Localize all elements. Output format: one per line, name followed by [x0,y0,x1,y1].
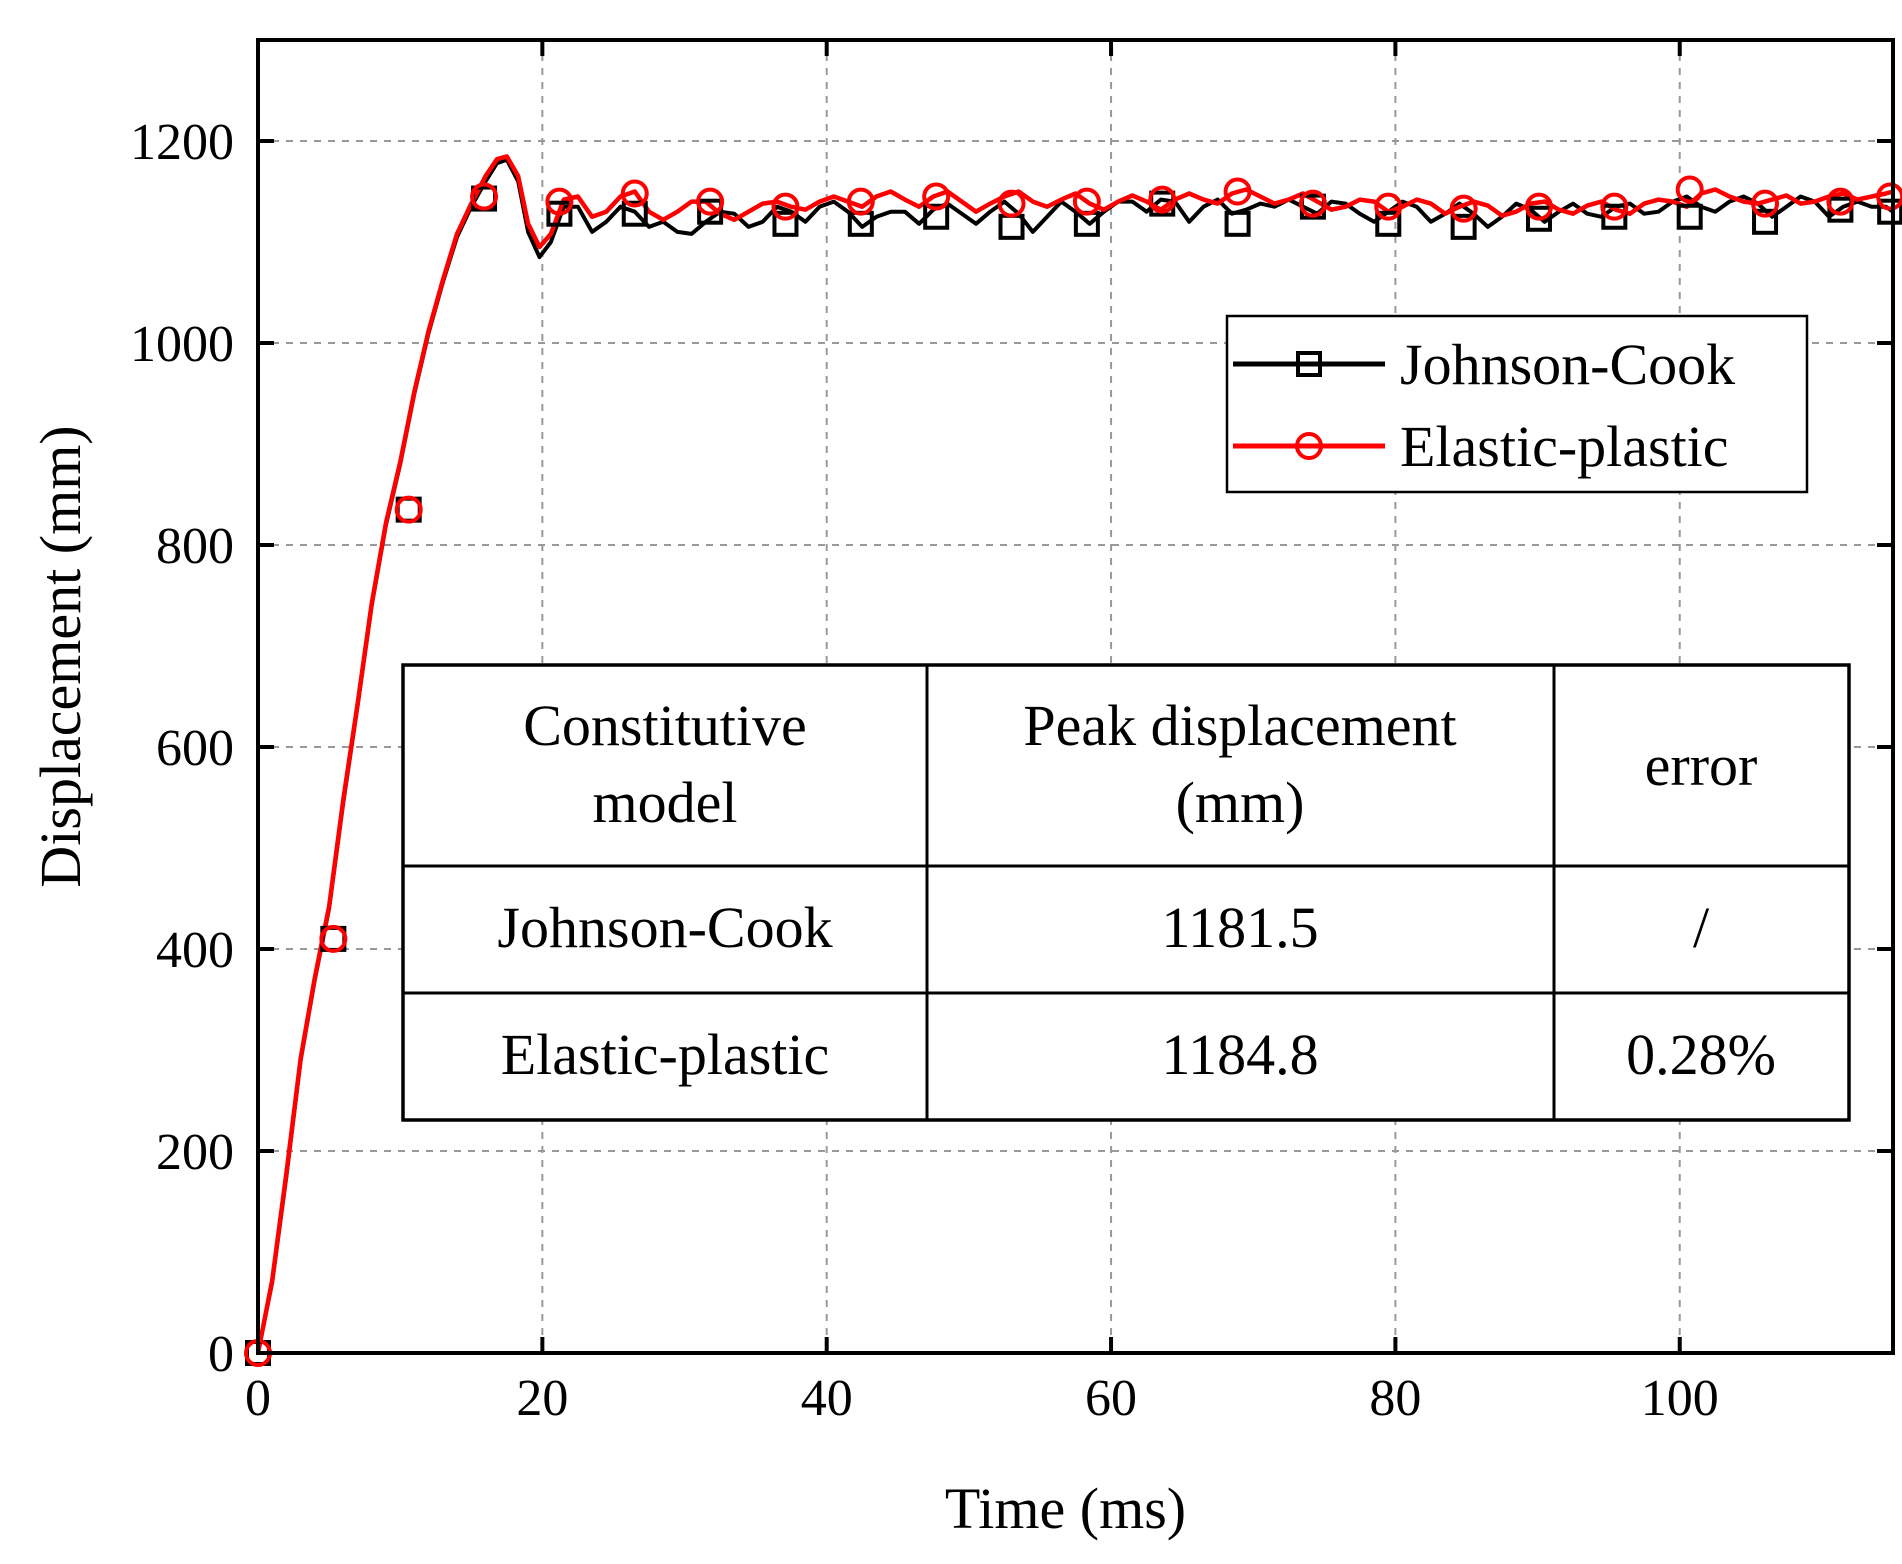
marker-square [923,203,950,230]
marker-circle [1675,175,1704,204]
table-header-peak-line2: (mm) [1176,770,1305,835]
y-tick-label: 600 [156,720,234,777]
marker-square [1375,210,1402,237]
marker-square [1676,203,1703,230]
table-cell-error-ep: 0.28% [1626,1022,1776,1087]
marker-circle [1223,177,1252,206]
table-header-model-line2: model [593,770,738,835]
marker-square [1224,210,1251,237]
marker-circle [1876,182,1902,211]
x-tick-label: 40 [801,1370,853,1427]
marker-square [546,200,573,227]
marker-square [621,200,648,227]
marker-circle [545,187,574,216]
marker-circle [1600,192,1629,221]
marker-circle [1374,192,1403,221]
table-cell-model-ep: Elastic-plastic [501,1022,830,1087]
legend-marker-circle [1295,432,1323,460]
table-cell-model-jc: Johnson-Cook [497,895,832,960]
marker-circle [771,192,800,221]
x-tick-label: 80 [1369,1370,1421,1427]
x-tick-label: 60 [1085,1370,1137,1427]
marker-circle [394,495,423,524]
plot-frame [256,38,1895,1355]
marker-square [1877,198,1902,225]
marker-circle [922,182,951,211]
marker-circle [997,189,1026,218]
series-line-elastic-plastic [255,154,1894,1354]
legend-label-elastic-plastic: Elastic-plastic [1400,414,1729,479]
marker-circle [1298,189,1327,218]
marker-circle [1826,187,1855,216]
marker-circle [470,182,499,211]
legend-marker-square [1296,351,1322,377]
marker-circle [696,187,725,216]
marker-square [1752,208,1779,235]
y-tick-label: 800 [156,518,234,575]
grid-lines [258,40,1893,1353]
y-tick-label: 0 [208,1326,234,1383]
y-tick-label: 200 [156,1124,234,1181]
legend: Johnson-Cook Elastic-plastic [1225,314,1809,494]
x-tick-label: 100 [1641,1370,1719,1427]
marker-circle [1524,192,1553,221]
y-tick-label: 1000 [130,316,234,373]
y-tick-label: 400 [156,922,234,979]
x-tick-label: 0 [245,1370,271,1427]
marker-square [1525,205,1552,232]
marker-circle [1148,185,1177,214]
table-cell-peak-jc: 1181.5 [1161,895,1318,960]
marker-square [772,210,799,237]
marker-circle [1449,194,1478,223]
legend-box [1225,314,1809,494]
marker-circle [319,924,348,953]
peak-displacement-table: Constitutive model Peak displacement (mm… [401,663,1851,1122]
legend-label-johnson-cook: Johnson-Cook [1400,332,1735,397]
table-header-error: error [1645,733,1758,798]
table-cell-peak-ep: 1184.8 [1161,1022,1318,1087]
marker-square [697,198,724,225]
marker-square [1601,203,1628,230]
marker-circle [1072,187,1101,216]
marker-circle [846,187,875,216]
table-frame [401,663,1851,1122]
marker-circle [620,179,649,208]
y-axis-title: Displacement (mm) [28,425,93,887]
marker-circle [1751,189,1780,218]
marker-square [1450,213,1477,240]
table-cell-error-jc: / [1693,895,1710,960]
x-tick-label: 20 [516,1370,568,1427]
x-axis-title: Time (ms) [945,1476,1186,1541]
table-header-peak-line1: Peak displacement [1023,693,1456,758]
table-header-model-line1: Constitutive [523,693,807,758]
y-tick-label: 1200 [130,114,234,171]
